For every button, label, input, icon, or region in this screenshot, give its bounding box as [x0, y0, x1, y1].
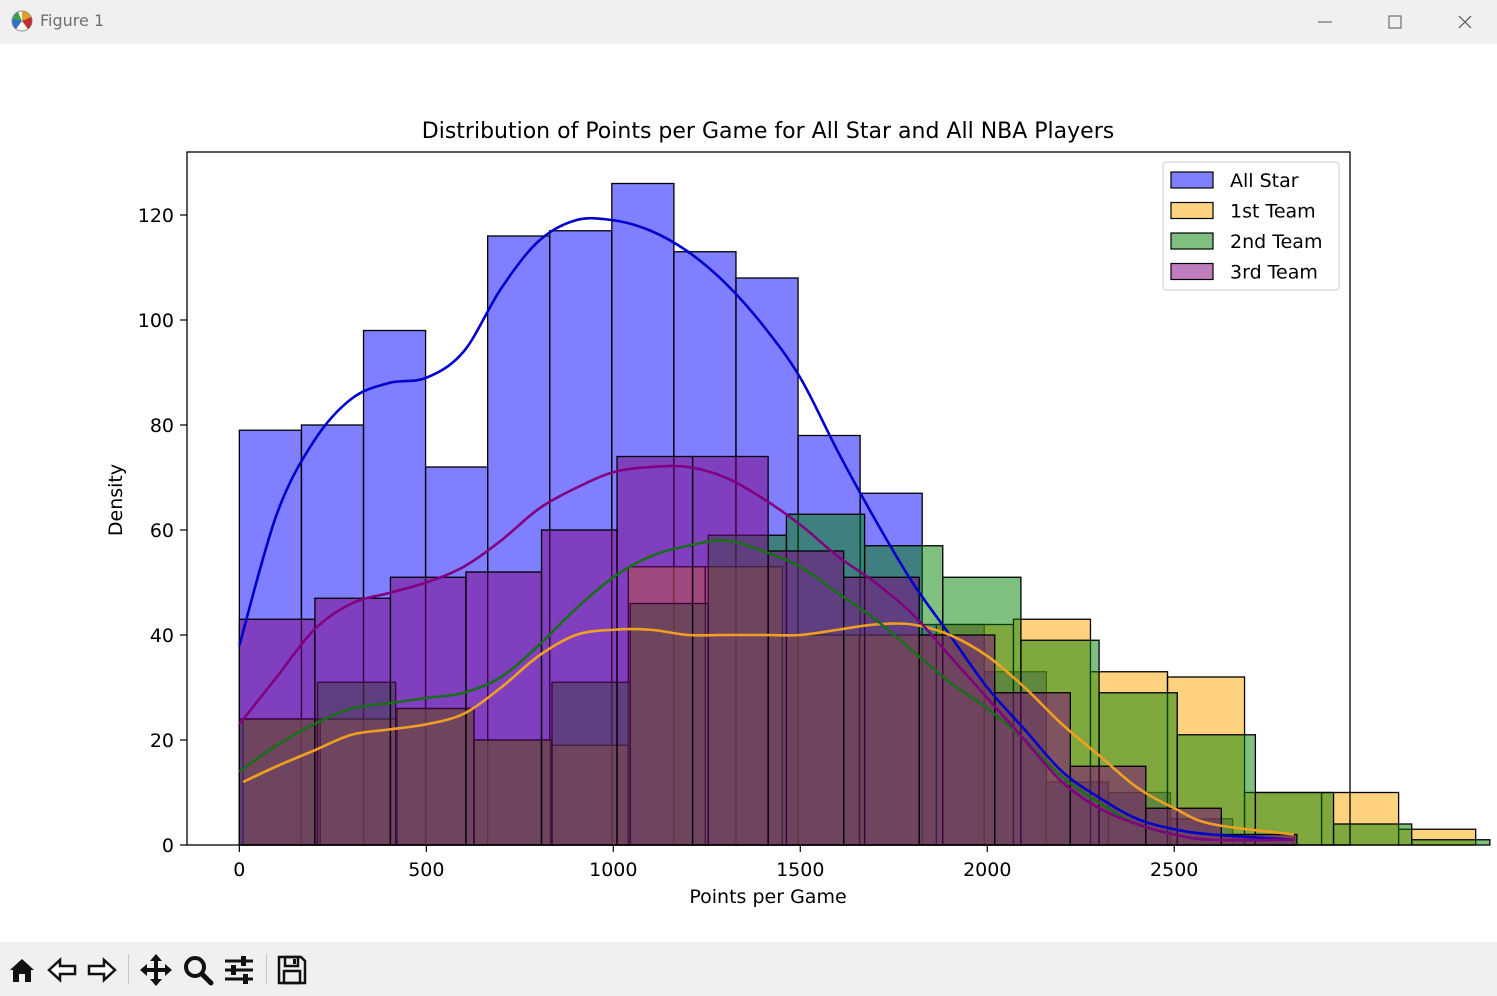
window-titlebar: Figure 1 [0, 0, 1497, 44]
bar-3rd-team [389, 576, 467, 846]
bar-3rd-team [843, 576, 920, 846]
x-axis-ticks: 0 500 1000 1500 2000 2500 [233, 845, 1198, 881]
x-axis-label: Points per Game [689, 886, 846, 908]
bar-3rd-team [465, 571, 543, 846]
y-tick-label: 120 [138, 205, 174, 227]
zoom-button[interactable] [178, 950, 218, 990]
kde-line-1st-team [242, 622, 1295, 836]
x-tick-label: 2000 [963, 859, 1011, 881]
kde-line-2nd-team [238, 539, 1294, 842]
bar-3rd-team [616, 455, 694, 846]
histogram-chart: Distribution of Points per Game for All … [105, 119, 1491, 908]
bar-3rd-team [540, 529, 618, 846]
configure-subplots-icon [225, 956, 253, 984]
minimize-button[interactable] [1290, 0, 1360, 44]
kde-line-all-star [238, 216, 1294, 842]
home-icon [10, 959, 34, 982]
close-icon [1458, 15, 1472, 29]
legend-frame [1162, 161, 1340, 291]
bar-3rd-team [238, 618, 316, 846]
save-icon [277, 955, 307, 985]
legend-swatch-3rd-team [1170, 262, 1214, 281]
save-button[interactable] [272, 950, 312, 990]
legend: All Star 1st Team 2nd Team 3rd Team [1162, 161, 1340, 291]
pan-icon [140, 954, 172, 986]
home-button[interactable] [2, 950, 42, 990]
legend-label-2nd-team: 2nd Team [1230, 231, 1322, 253]
y-tick-label: 100 [138, 310, 174, 332]
x-tick-label: 500 [408, 859, 444, 881]
y-tick-label: 40 [150, 625, 174, 647]
histogram-bars [238, 182, 1491, 846]
toolbar-separator [266, 954, 267, 984]
legend-label-all-star: All Star [1230, 170, 1299, 192]
bar-3rd-team [691, 455, 769, 846]
legend-swatch-1st-team [1170, 201, 1214, 220]
back-button[interactable] [42, 950, 82, 990]
configure-subplots-button[interactable] [219, 950, 259, 990]
y-tick-label: 20 [150, 730, 174, 752]
bar-3rd-team [1069, 765, 1147, 846]
x-tick-label: 2500 [1150, 859, 1198, 881]
y-tick-label: 80 [150, 415, 174, 437]
navigation-toolbar [0, 942, 1497, 996]
bar-2nd-team [1332, 823, 1413, 846]
bar-2nd-team [1411, 839, 1491, 846]
axes-frame [186, 151, 1351, 846]
x-tick-label: 0 [233, 859, 245, 881]
pan-button[interactable] [136, 950, 176, 990]
window-title: Figure 1 [40, 11, 105, 30]
figure-canvas[interactable]: Distribution of Points per Game for All … [0, 44, 1497, 942]
zoom-icon [184, 956, 214, 986]
matplotlib-icon [11, 10, 33, 32]
maximize-button[interactable] [1360, 0, 1430, 44]
close-button[interactable] [1430, 0, 1497, 44]
legend-swatch-all-star [1170, 171, 1214, 189]
y-tick-label: 0 [162, 835, 174, 857]
y-axis-ticks: 0 20 40 60 80 100 120 [138, 205, 187, 857]
forward-button[interactable] [82, 950, 122, 990]
toolbar-separator [128, 954, 129, 984]
kde-line-3rd-team [238, 464, 1294, 842]
kde-curves [238, 216, 1295, 842]
bar-3rd-team [767, 550, 845, 846]
forward-icon [87, 957, 117, 983]
minimize-icon [1318, 21, 1332, 23]
legend-label-3rd-team: 3rd Team [1230, 262, 1318, 284]
bar-3rd-team [314, 597, 392, 846]
legend-label-1st-team: 1st Team [1230, 201, 1316, 223]
x-tick-label: 1500 [776, 859, 824, 881]
back-icon [47, 957, 77, 983]
x-tick-label: 1000 [589, 859, 637, 881]
chart-title: Distribution of Points per Game for All … [422, 119, 1114, 144]
y-axis-label: Density [105, 464, 127, 536]
legend-swatch-2nd-team [1170, 232, 1214, 250]
bar-3rd-team [918, 634, 996, 846]
maximize-icon [1388, 15, 1402, 29]
y-tick-label: 60 [150, 520, 174, 542]
